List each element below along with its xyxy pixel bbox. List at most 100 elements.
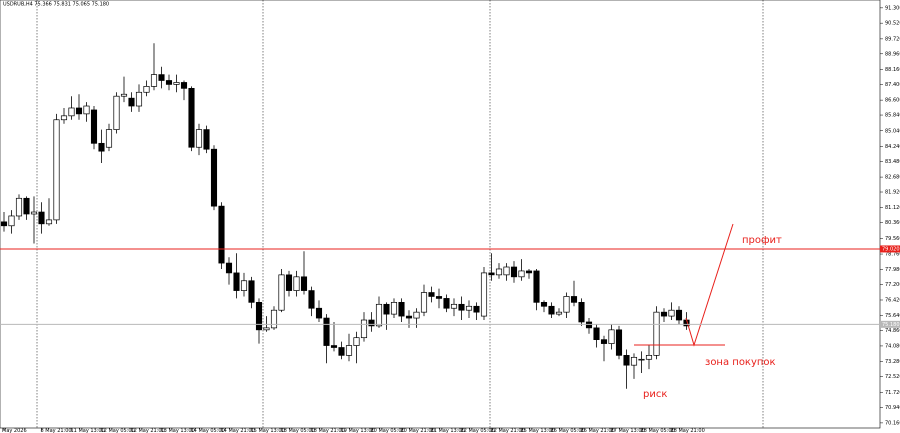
candle-body <box>150 74 158 87</box>
y-tick-label: 77.200 <box>885 282 900 288</box>
candle-body <box>563 296 570 313</box>
candle-body <box>533 270 540 303</box>
candle-body <box>465 305 473 311</box>
candle-body <box>38 211 45 225</box>
candle-body <box>323 317 330 346</box>
candle-body <box>473 305 480 313</box>
x-tick-label: 11 May 13:00 <box>71 428 105 433</box>
x-tick-label: 15 May 13:00 <box>251 428 285 433</box>
candle-body <box>600 339 608 344</box>
candle-body <box>630 356 638 366</box>
annotation: зона покупок <box>705 357 776 368</box>
y-tick-label: 88.160 <box>885 67 900 73</box>
x-tick-label: 22 May 21:00 <box>491 428 525 433</box>
forecast-path <box>685 223 734 347</box>
candle-body <box>308 290 315 309</box>
y-tick-label: 77.980 <box>885 267 900 273</box>
y-tick-label: 80.360 <box>885 220 900 226</box>
y-tick-label: 72.520 <box>885 374 900 380</box>
y-tick-label: 87.400 <box>885 82 900 88</box>
candle-body <box>315 307 323 319</box>
candle-body <box>458 303 465 311</box>
candle-body <box>608 329 615 344</box>
candle-body <box>375 303 383 327</box>
x-tick-label: May 2026 <box>2 428 27 433</box>
y-tick-label: 76.420 <box>885 297 900 303</box>
y-tick-label: 71.720 <box>885 390 900 396</box>
candle-body <box>15 197 23 217</box>
candle-body <box>555 311 563 315</box>
candle-body <box>30 211 38 215</box>
y-tick-label: 85.840 <box>885 113 900 119</box>
candle-body <box>450 303 458 309</box>
x-tick-label: 26 May 21:00 <box>581 428 615 433</box>
candle-body <box>525 270 533 274</box>
candle-body <box>443 298 450 309</box>
candle-body <box>405 315 413 319</box>
x-tick-label: 18 May 21:00 <box>311 428 345 433</box>
candle-body <box>338 347 345 356</box>
x-tick-label: 20 May 05:00 <box>371 428 405 433</box>
y-tick-label: 83.480 <box>885 159 900 165</box>
candle-body <box>480 272 488 317</box>
candle-body <box>675 309 683 321</box>
x-tick-label: 26 May 05:00 <box>551 428 585 433</box>
candle-body <box>195 129 203 148</box>
x-tick-label: 20 May 21:00 <box>401 428 435 433</box>
candle-body <box>293 276 300 291</box>
price-label-box <box>880 320 900 328</box>
x-tick-label: 12 May 05:00 <box>101 428 135 433</box>
x-tick-label: 22 May 05:00 <box>461 428 495 433</box>
candle-body <box>180 82 188 89</box>
candle-body <box>285 274 293 291</box>
x-tick-label: 14 May 05:00 <box>191 428 225 433</box>
candle-body <box>435 296 443 299</box>
candle-body <box>0 221 8 227</box>
candle-body <box>233 272 240 291</box>
candle-body <box>240 280 248 291</box>
candle-body <box>210 148 218 207</box>
candle-body <box>488 272 495 276</box>
candle-body <box>98 142 105 152</box>
x-tick-label: 8 May 21:00 <box>41 428 72 433</box>
candle-body <box>263 327 270 331</box>
candle-body <box>218 205 225 264</box>
y-tick-label: 74.860 <box>885 328 900 334</box>
candle-body <box>90 109 98 144</box>
x-tick-label: 19 May 13:00 <box>341 428 375 433</box>
y-tick-label: 78.760 <box>885 252 900 258</box>
candle-body <box>623 355 630 366</box>
candle-body <box>360 319 368 339</box>
candle-body <box>248 280 255 303</box>
candle-body <box>615 329 623 356</box>
candle-body <box>158 74 165 81</box>
candle-body <box>8 215 15 227</box>
y-tick-label: 82.680 <box>885 175 900 181</box>
candle-body <box>255 301 263 331</box>
x-tick-label: 13 May 13:00 <box>161 428 195 433</box>
candle-body <box>113 95 120 130</box>
candle-body <box>495 268 503 276</box>
candle-body <box>165 80 173 85</box>
x-tick-label: 27 May 13:00 <box>611 428 645 433</box>
candle-body <box>188 87 195 148</box>
y-tick-label: 73.280 <box>885 359 900 365</box>
candle-body <box>75 107 83 115</box>
y-tick-label: 74.080 <box>885 343 900 349</box>
candle-body <box>120 93 128 97</box>
y-tick-label: 84.240 <box>885 144 900 150</box>
candle-body <box>83 105 90 115</box>
candle-body <box>570 296 578 303</box>
y-tick-label: 75.640 <box>885 313 900 319</box>
candle-body <box>345 345 353 356</box>
x-tick-label: 28 May 05:00 <box>641 428 675 433</box>
y-tick-label: 70.940 <box>885 405 900 411</box>
candle-body <box>390 301 398 315</box>
chart-title: USDRUB,H4 75.366 75.831 75.065 75.180 <box>3 2 109 8</box>
annotation: риск <box>643 389 667 400</box>
x-tick-label: 28 May 21:00 <box>671 428 705 433</box>
candle-body <box>420 292 428 313</box>
candle-body <box>383 303 390 315</box>
candle-body <box>548 305 555 315</box>
y-tick-label: 90.520 <box>885 21 900 27</box>
